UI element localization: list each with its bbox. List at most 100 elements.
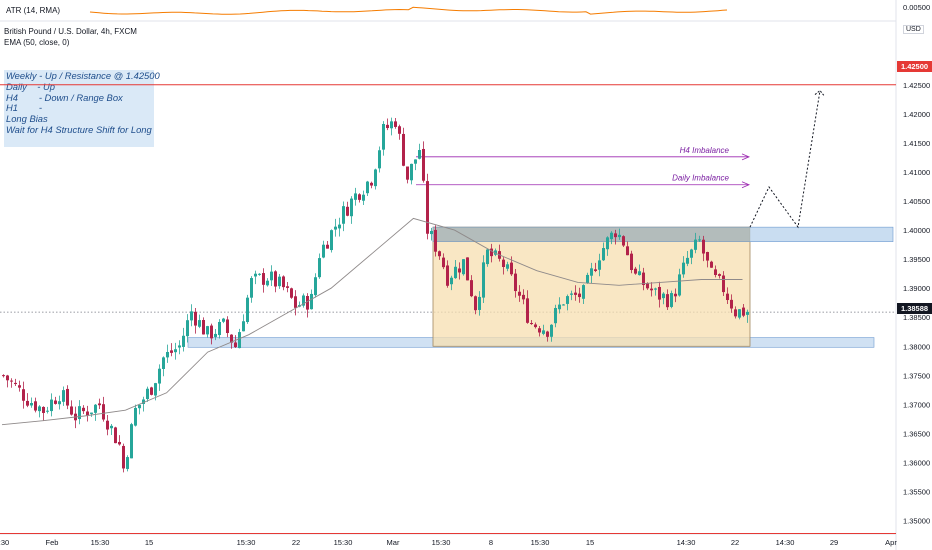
candle-body	[638, 271, 641, 276]
candle-body	[2, 375, 5, 377]
candle-body	[494, 250, 497, 255]
candle-body	[122, 445, 125, 469]
candle-body	[6, 375, 9, 381]
candle-body	[146, 388, 149, 400]
candle-body	[290, 288, 293, 298]
candle-body	[618, 234, 621, 238]
candle-body	[378, 150, 381, 169]
candle-body	[22, 389, 25, 401]
price-tick-label: 1.41500	[903, 139, 930, 148]
candle-body	[318, 258, 321, 278]
candle-body	[578, 293, 581, 298]
candle-body	[46, 410, 49, 412]
candle-body	[602, 248, 605, 261]
candle-body	[30, 402, 33, 406]
candle-body	[178, 345, 181, 348]
candle-body	[166, 351, 169, 358]
candle-body	[238, 332, 241, 349]
price-tick-label: 1.42500	[903, 81, 930, 90]
candle-body	[626, 246, 629, 256]
candle-body	[562, 304, 565, 306]
candle-body	[386, 124, 389, 129]
candle-body	[714, 269, 717, 275]
candle-body	[470, 280, 473, 297]
candle-body	[706, 252, 709, 261]
candle-body	[254, 273, 257, 277]
candle-body	[58, 401, 61, 405]
candle-body	[26, 400, 29, 406]
time-tick-label: 15:30	[432, 538, 451, 547]
candle-body	[138, 404, 141, 409]
time-tick-label: 22	[292, 538, 300, 547]
candle-body	[274, 271, 277, 287]
candle-body	[698, 239, 701, 241]
candle-body	[54, 400, 57, 404]
candle-body	[262, 273, 265, 285]
candle-body	[646, 283, 649, 289]
candle-body	[394, 121, 397, 127]
candle-body	[150, 387, 153, 395]
candle-body	[10, 380, 13, 382]
time-tick-label: 8	[489, 538, 493, 547]
candle-body	[658, 286, 661, 300]
note-line: Wait for H4 Structure Shift for Long	[6, 123, 152, 135]
time-tick-label: Mar	[387, 538, 400, 547]
candle-body	[742, 307, 745, 316]
analysis-notes: Weekly - Up / Resistance @ 1.42500 Daily…	[4, 70, 160, 147]
price-tick-label: 1.37500	[903, 371, 930, 380]
candle-body	[94, 404, 97, 413]
candle-body	[18, 385, 21, 388]
candle-body	[686, 257, 689, 264]
candle-body	[242, 321, 245, 332]
price-tick-label: 1.40500	[903, 197, 930, 206]
candle-body	[642, 272, 645, 286]
time-tick-label: 15:30	[531, 538, 550, 547]
candle-body	[518, 291, 521, 296]
note-line: H1 -	[6, 102, 42, 114]
candles-group	[2, 117, 749, 473]
chart-legend: British Pound / U.S. Dollar, 4h, FXCM EM…	[4, 26, 137, 48]
note-line: Weekly - Up / Resistance @ 1.42500	[6, 70, 160, 81]
candle-body	[214, 333, 217, 337]
candle-body	[514, 273, 517, 292]
resistance-price-tag: 1.42500	[897, 61, 932, 72]
candle-body	[142, 399, 145, 404]
candle-body	[158, 368, 161, 384]
price-tick-label: 1.39000	[903, 284, 930, 293]
candle-body	[234, 342, 237, 348]
candle-body	[542, 330, 545, 334]
candle-body	[522, 294, 525, 300]
candle-body	[294, 296, 297, 308]
candle-body	[702, 239, 705, 254]
candle-body	[346, 206, 349, 216]
candle-body	[302, 295, 305, 306]
candle-body	[502, 259, 505, 268]
price-tick-label: 1.35500	[903, 488, 930, 497]
candle-body	[474, 296, 477, 311]
candle-body	[462, 259, 465, 275]
candle-body	[614, 233, 617, 238]
candle-body	[530, 323, 533, 325]
price-tick-label: 1.41000	[903, 168, 930, 177]
candle-body	[598, 260, 601, 270]
candle-body	[266, 280, 269, 286]
candle-body	[458, 268, 461, 273]
candle-body	[738, 309, 741, 318]
candle-body	[134, 407, 137, 426]
candle-body	[34, 401, 37, 411]
price-tick-label: 1.40000	[903, 226, 930, 235]
candle-body	[50, 399, 53, 412]
candle-body	[442, 257, 445, 268]
candle-body	[310, 293, 313, 310]
time-tick-label: 15	[145, 538, 153, 547]
candle-body	[130, 424, 133, 459]
candle-body	[674, 293, 677, 297]
candle-body	[86, 411, 89, 416]
candle-body	[454, 266, 457, 279]
candle-body	[574, 292, 577, 295]
candle-body	[326, 244, 329, 249]
candle-body	[354, 193, 357, 200]
candle-body	[350, 198, 353, 217]
candle-body	[722, 275, 725, 293]
